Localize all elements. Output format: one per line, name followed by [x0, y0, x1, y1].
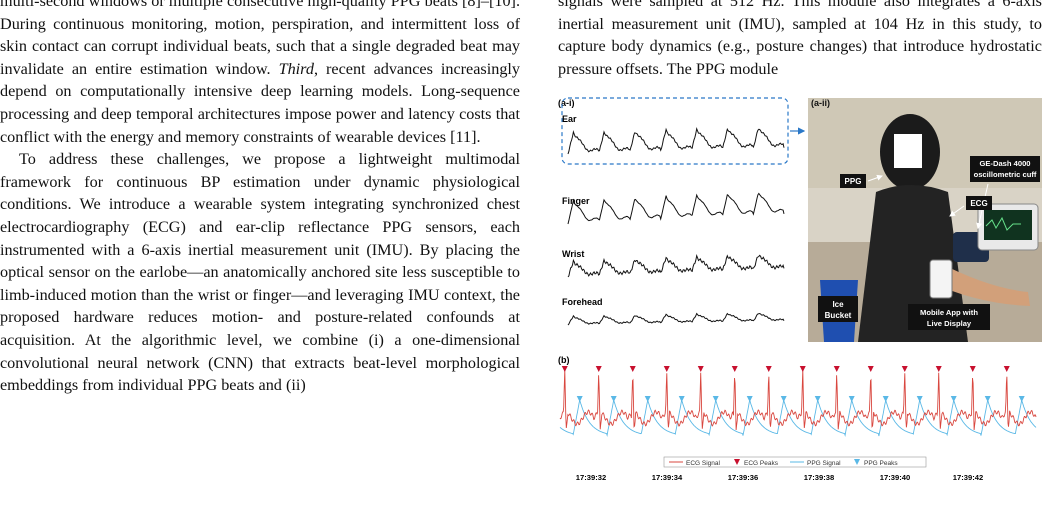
ecg-peak-marker [595, 366, 602, 372]
left-paragraph-1: multi-second windows or multiple consecu… [0, 0, 520, 148]
legend-ppg-peaks: PPG Peaks [864, 460, 898, 467]
ecg-ppg-plot [559, 366, 1037, 437]
ppg-trace-forehead [567, 312, 785, 326]
ppg-peak-marker [712, 396, 719, 402]
ecg-peak-marker [901, 366, 908, 372]
legend-ecg-peaks: ECG Peaks [744, 460, 779, 467]
legend-ppg-signal: PPG Signal [807, 460, 841, 467]
mobile-phone [929, 259, 953, 299]
time-tick-5: 17:39:40 [880, 473, 910, 482]
right-paragraph-1: signals were sampled at 512 Hz. This mod… [558, 0, 1042, 78]
bucket-label-line-2: Bucket [825, 311, 852, 320]
ppg-label: PPG [845, 177, 862, 186]
app-label-line-1: Mobile App with [920, 308, 978, 317]
legend-ecg-signal: ECG Signal [686, 460, 721, 467]
time-tick-4: 17:39:38 [804, 473, 834, 482]
ppg-label-box [840, 174, 866, 188]
ecg-peak-marker [629, 366, 636, 372]
ear-highlight-box [561, 97, 789, 165]
ppg-peak-marker [678, 396, 685, 402]
time-axis: 17:39:32 17:39:34 17:39:36 17:39:38 17:3… [576, 473, 983, 482]
setup-photo [808, 98, 1042, 342]
ecg-peak-marker [731, 366, 738, 372]
ecg-peak-marker [867, 366, 874, 372]
ecg-peak-marker [799, 366, 806, 372]
ecg-peak-marker [663, 366, 670, 372]
figure-1: (a-i) Ear Finger Wrist Forehead (a-ii) P… [558, 97, 1042, 482]
ppg-trace-ear [567, 127, 785, 155]
time-tick-3: 17:39:36 [728, 473, 758, 482]
time-tick-6: 17:39:42 [953, 473, 983, 482]
left-p1-emphasis: Third [278, 59, 314, 78]
ppg-peak-marker [950, 396, 957, 402]
legend-ecg-peak-marker [734, 459, 740, 465]
ppg-peak-marker [814, 396, 821, 402]
face-privacy-block [894, 134, 922, 168]
site-label-ear: Ear [562, 114, 577, 124]
ppg-peak-marker [746, 396, 753, 402]
panel-b-label: (b) [558, 355, 570, 365]
ppg-trace-finger [567, 192, 785, 225]
ppg-peak-marker [1018, 396, 1025, 402]
site-label-finger: Finger [562, 196, 590, 206]
ecg-peak-marker [969, 366, 976, 372]
ecg-peak-marker [765, 366, 772, 372]
left-paragraph-2: To address these challenges, we propose … [0, 150, 520, 395]
cuff-label-line-1: GE-Dash 4000 [979, 159, 1030, 168]
plot-legend: ECG Signal ECG Peaks PPG Signal PPG Peak… [663, 456, 927, 468]
ppg-signal-trace [559, 398, 1037, 437]
ecg-peak-marker [1003, 366, 1010, 372]
left-p1-text-pre: multi-second windows or multiple consecu… [0, 0, 520, 78]
ecg-peak-marker [935, 366, 942, 372]
cuff-label-box [970, 156, 1040, 182]
bucket-label-line-1: Ice [832, 300, 844, 309]
site-label-wrist: Wrist [562, 249, 584, 259]
ppg-peak-marker [610, 396, 617, 402]
app-label-box [908, 304, 990, 330]
cuff-label-line-2: oscillometric cuff [974, 170, 1037, 179]
ecg-label-box [966, 196, 992, 210]
ppg-peak-marker [848, 396, 855, 402]
right-column: signals were sampled at 512 Hz. This mod… [558, 0, 1042, 80]
legend-ppg-peak-marker [854, 459, 860, 465]
ppg-peak-markers [576, 396, 1025, 402]
ppg-peak-marker [644, 396, 651, 402]
panel-a-ii-label: (a-ii) [811, 98, 830, 108]
ppg-peak-marker [780, 396, 787, 402]
ppg-peak-marker [984, 396, 991, 402]
ecg-peak-marker [697, 366, 704, 372]
time-tick-2: 17:39:34 [652, 473, 683, 482]
ppg-peak-marker [576, 396, 583, 402]
panel-a-i-label: (a-i) [558, 98, 575, 108]
ecg-peak-markers [561, 366, 1010, 372]
ppg-peak-marker [916, 396, 923, 402]
ecg-label: ECG [970, 199, 987, 208]
ecg-peak-marker [561, 366, 568, 372]
ecg-peak-marker [833, 366, 840, 372]
ppg-peak-marker [882, 396, 889, 402]
app-label-line-2: Live Display [927, 319, 972, 328]
left-column: multi-second windows or multiple consecu… [0, 0, 520, 397]
left-p1-text-post: , recent advances increasingly depend on… [0, 59, 521, 146]
time-tick-1: 17:39:32 [576, 473, 606, 482]
site-label-forehead: Forehead [562, 297, 603, 307]
ppg-trace-wrist [567, 253, 785, 278]
bucket-label-box [818, 296, 858, 322]
ecg-signal-trace [559, 369, 1037, 431]
